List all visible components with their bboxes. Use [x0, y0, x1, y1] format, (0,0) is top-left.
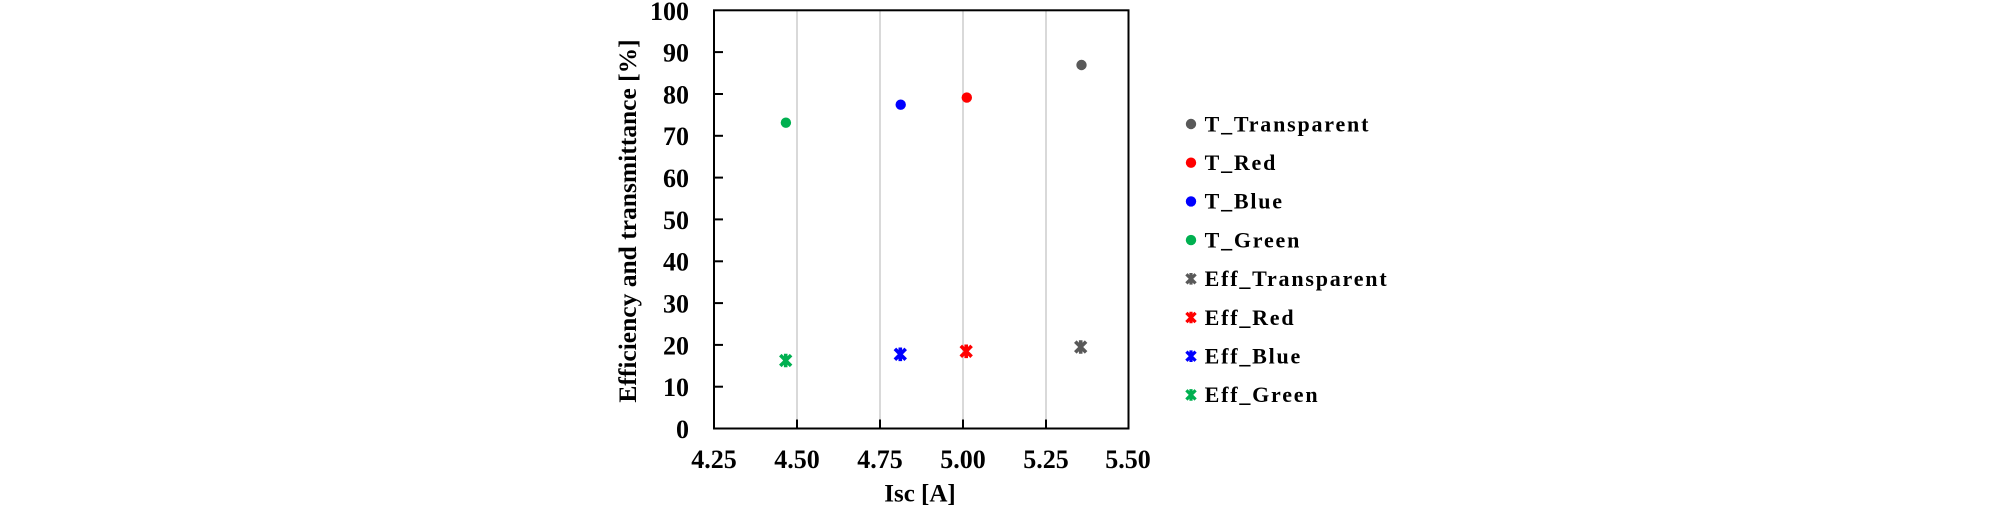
- svg-text:T_Green: T_Green: [1205, 227, 1302, 252]
- svg-text:100: 100: [650, 0, 689, 26]
- svg-text:Eff_Blue: Eff_Blue: [1205, 344, 1303, 369]
- svg-text:Eff_Green: Eff_Green: [1205, 382, 1320, 407]
- svg-text:10: 10: [663, 373, 689, 402]
- svg-text:4.50: 4.50: [774, 445, 820, 474]
- svg-text:T_Blue: T_Blue: [1205, 189, 1284, 214]
- svg-text:4.75: 4.75: [857, 445, 903, 474]
- svg-text:Eff_Transparent: Eff_Transparent: [1205, 266, 1389, 291]
- svg-text:T_Transparent: T_Transparent: [1205, 111, 1371, 136]
- svg-text:Eff_Red: Eff_Red: [1205, 305, 1296, 330]
- svg-text:30: 30: [663, 290, 689, 319]
- svg-text:Isc [A]: Isc [A]: [884, 481, 956, 508]
- svg-text:60: 60: [663, 164, 689, 193]
- svg-text:5.50: 5.50: [1105, 445, 1151, 474]
- svg-text:T_Red: T_Red: [1205, 150, 1278, 175]
- svg-text:40: 40: [663, 248, 689, 277]
- svg-text:Efficiency and transmittance [: Efficiency and transmittance [%]: [613, 39, 642, 402]
- svg-text:70: 70: [663, 122, 689, 151]
- svg-text:20: 20: [663, 331, 689, 360]
- svg-text:90: 90: [663, 39, 689, 68]
- svg-text:50: 50: [663, 206, 689, 235]
- svg-text:0: 0: [676, 415, 689, 444]
- svg-text:80: 80: [663, 80, 689, 109]
- svg-text:5.00: 5.00: [940, 445, 986, 474]
- svg-text:5.25: 5.25: [1023, 445, 1069, 474]
- svg-text:4.25: 4.25: [691, 445, 737, 474]
